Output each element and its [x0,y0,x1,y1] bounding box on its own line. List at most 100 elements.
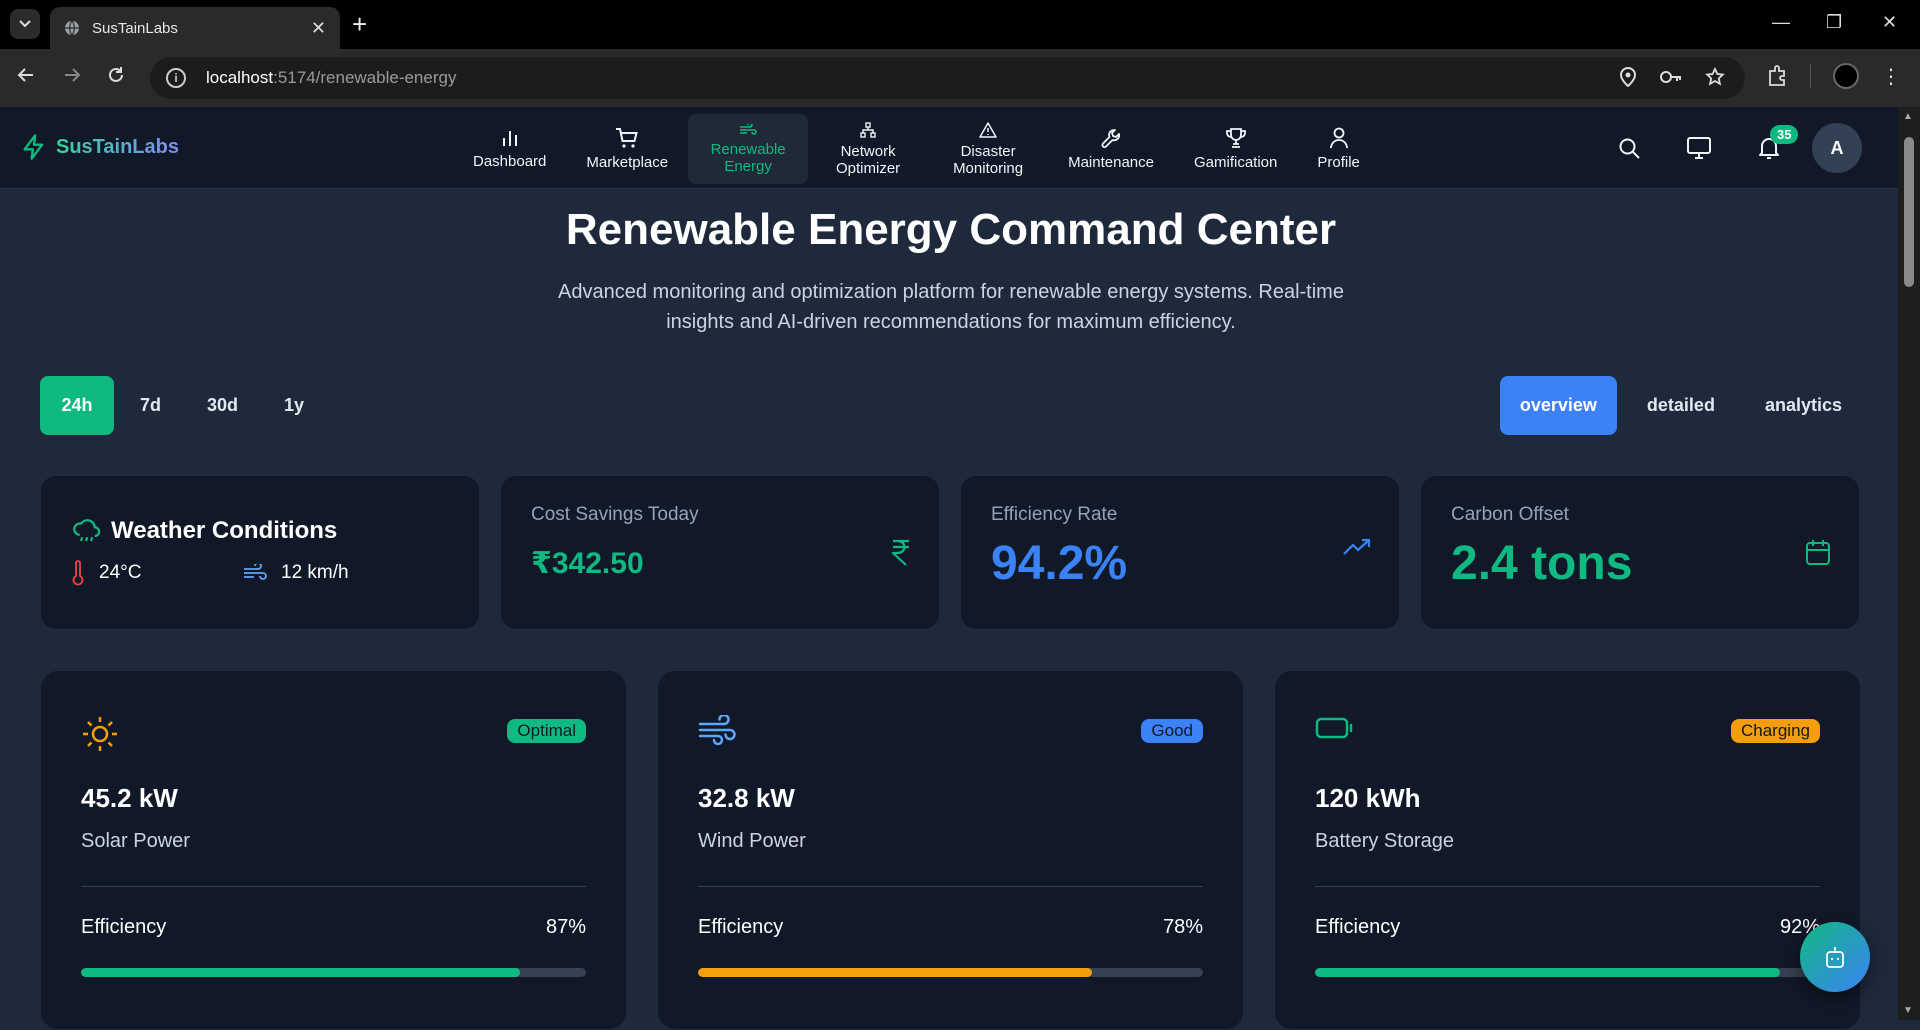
browser-tabbar: SusTainLabs ✕ + — ❐ ✕ [0,0,1920,49]
scroll-thumb[interactable] [1904,137,1914,287]
page-title: Renewable Energy Command Center [565,205,1337,254]
carbon-offset-card: Carbon Offset 2.4 tons [1420,475,1860,630]
tab-title: SusTainLabs [92,19,178,37]
back-button[interactable] [16,65,36,91]
divider [81,886,586,887]
bar-chart-icon [502,131,517,146]
view-detailed-button[interactable]: detailed [1646,395,1715,415]
location-icon[interactable] [1619,67,1637,87]
efficiency-label: Efficiency [81,916,167,938]
minimize-button[interactable]: — [1772,12,1790,32]
nav-marketplace[interactable]: Marketplace [566,114,688,184]
time-range-selector: 24h 7d 30d 1y [40,376,324,435]
nav-profile[interactable]: Profile [1297,114,1380,184]
rupee-icon [891,538,911,571]
range-1y-button[interactable]: 1y [284,395,305,415]
view-analytics-button[interactable]: analytics [1764,395,1842,415]
solar-power-value: 45.2 kW [81,783,178,813]
wind-power-card: Good 32.8 kW Wind Power Efficiency 78% [657,670,1244,1030]
cost-savings-label: Cost Savings Today [531,504,699,525]
scroll-up-arrow[interactable]: ▲ [1903,111,1913,122]
range-24h-button[interactable]: 24h [40,376,114,435]
efficiency-progress-bar [698,968,1203,977]
forward-button[interactable] [62,65,82,91]
thermometer-icon [72,560,84,586]
url-text: localhost:5174/renewable-energy [206,68,457,87]
temperature-value: 24°C [99,562,142,583]
lightning-icon [23,134,44,160]
main-content: Renewable Energy Command Center Advanced… [20,189,1882,1030]
nav-gamification[interactable]: Gamification [1174,114,1297,184]
stat-cards: Weather Conditions 24°C 12 km/h Cost Sav… [40,475,1862,630]
battery-storage-card: Charging 120 kWh Battery Storage Efficie… [1274,670,1861,1030]
calendar-icon [1805,538,1831,571]
cloud-rain-icon [73,519,101,542]
nav-maintenance[interactable]: Maintenance [1048,114,1174,184]
close-tab-icon[interactable]: ✕ [310,17,326,38]
nav-network-optimizer[interactable]: Network Optimizer [808,114,928,184]
site-info-icon[interactable]: i [166,68,186,88]
carbon-offset-label: Carbon Offset [1451,504,1569,525]
efficiency-progress-fill [1315,968,1780,977]
extensions-icon[interactable] [1766,65,1788,87]
browser-toolbar: i localhost:5174/renewable-energy ⋮ [0,49,1920,107]
restore-button[interactable]: ❐ [1826,12,1843,32]
nav-label: Profile [1317,154,1360,171]
view-overview-button[interactable]: overview [1499,376,1617,435]
battery-icon [1315,715,1355,746]
cost-savings-card: Cost Savings Today ₹342.50 [500,475,940,630]
battery-storage-value: 120 kWh [1315,783,1421,813]
efficiency-progress-fill [81,968,521,977]
wind-icon [244,564,267,580]
carbon-offset-value: 2.4 tons [1451,537,1633,590]
chevron-down-icon [19,20,31,28]
scroll-down-arrow[interactable]: ▼ [1903,1005,1913,1016]
page-scrollbar[interactable]: ▲ ▼ [1898,107,1920,1020]
search-icon [1619,138,1640,159]
efficiency-label: Efficiency [698,916,784,938]
header-actions: 35 A [1594,121,1898,175]
nav-label: Renewable Energy [710,140,786,175]
battery-storage-label: Battery Storage [1315,830,1454,852]
efficiency-label: Efficiency [1315,916,1401,938]
wind-speed-value: 12 km/h [281,562,349,583]
nav-disaster-monitoring[interactable]: Disaster Monitoring [928,114,1048,184]
weather-card: Weather Conditions 24°C 12 km/h [40,475,480,630]
address-bar[interactable]: i localhost:5174/renewable-energy [150,57,1745,99]
nav-renewable-energy[interactable]: Renewable Energy [688,114,809,184]
nav-label: Dashboard [473,153,547,170]
status-badge: Charging [1731,719,1820,743]
network-icon [860,121,876,138]
nav-label: Disaster Monitoring [953,142,1024,177]
nav-label: Maintenance [1068,154,1154,171]
browser-tab[interactable]: SusTainLabs ✕ [50,7,340,49]
range-7d-button[interactable]: 7d [140,395,162,415]
reload-button[interactable] [106,65,126,91]
user-icon [1329,127,1348,149]
tab-search-button[interactable] [10,9,40,39]
menu-dots-icon[interactable]: ⋮ [1881,65,1901,88]
chat-assistant-button[interactable] [1800,922,1870,992]
app-header: SusTainLabs Dashboard Marketplace Renewa… [0,107,1898,189]
nav-dashboard[interactable]: Dashboard [453,114,566,184]
page-subtitle: Advanced monitoring and optimization pla… [558,281,1344,333]
display-button[interactable] [1664,121,1734,175]
brand-logo[interactable]: SusTainLabs [20,133,179,161]
wind-icon [740,123,757,135]
user-avatar[interactable]: A [1812,123,1862,173]
divider [698,886,1203,887]
efficiency-rate-label: Efficiency Rate [991,504,1118,525]
search-button[interactable] [1594,121,1664,175]
notifications-button[interactable]: 35 [1734,121,1804,175]
star-icon[interactable] [1705,67,1725,87]
close-window-button[interactable]: ✕ [1882,12,1898,32]
efficiency-value: 78% [1162,916,1203,938]
monitor-icon [1687,137,1711,159]
divider [1315,886,1820,887]
efficiency-progress-bar [81,968,586,977]
profile-avatar-icon[interactable] [1833,63,1859,89]
efficiency-row: Efficiency 92% [1315,916,1820,939]
range-30d-button[interactable]: 30d [207,395,239,415]
key-icon[interactable] [1659,67,1683,87]
new-tab-button[interactable]: + [352,9,368,39]
